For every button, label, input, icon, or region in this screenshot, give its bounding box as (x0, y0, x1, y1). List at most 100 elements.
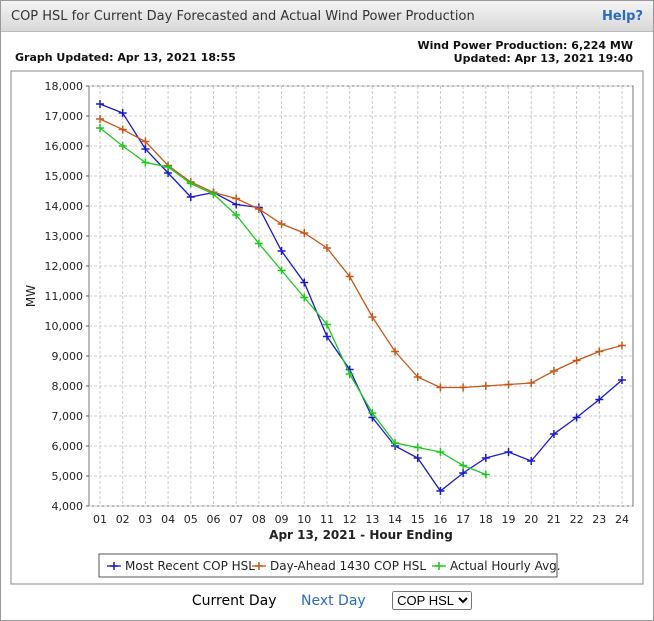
point-marker (459, 383, 468, 392)
y-tick-label: 6,000 (52, 440, 84, 453)
x-tick-label: 12 (343, 513, 357, 526)
x-tick-label: 02 (116, 513, 130, 526)
next-day-link[interactable]: Next Day (300, 593, 366, 609)
point-marker (300, 278, 309, 287)
y-tick-label: 9,000 (52, 350, 84, 363)
point-marker (186, 193, 195, 201)
x-tick-label: 03 (138, 513, 152, 526)
x-tick-label: 22 (570, 513, 584, 526)
x-tick-label: 18 (479, 513, 493, 526)
point-marker (459, 469, 468, 477)
y-tick-label: 18,000 (45, 80, 84, 93)
wind-production: Wind Power Production: 6,224 MW (417, 39, 633, 52)
x-tick-label: 01 (93, 513, 107, 526)
x-tick-label: 13 (365, 513, 379, 526)
point-marker (413, 373, 422, 381)
y-tick-label: 5,000 (52, 470, 84, 483)
point-marker (527, 379, 536, 387)
point-marker (118, 109, 127, 117)
point-marker (595, 347, 604, 356)
point-marker (572, 356, 581, 365)
point-marker (345, 370, 354, 378)
legend-marker (110, 562, 118, 570)
updated: Updated: Apr 13, 2021 19:40 (453, 52, 633, 65)
point-marker (186, 179, 195, 188)
graph-updated: Graph Updated: Apr 13, 2021 18:55 (15, 51, 236, 64)
x-tick-label: 16 (433, 513, 447, 526)
point-marker (436, 383, 445, 392)
y-tick-label: 7,000 (52, 410, 84, 423)
point-marker (141, 158, 150, 167)
x-tick-label: 05 (184, 513, 198, 526)
header-title: COP HSL for Current Day Forecasted and A… (11, 9, 475, 24)
x-tick-label: 20 (524, 513, 538, 526)
point-marker (300, 293, 309, 302)
point-marker (322, 320, 331, 329)
x-tick-label: 07 (229, 513, 243, 526)
legend-marker (255, 562, 263, 570)
x-tick-label: 06 (206, 513, 220, 526)
y-axis-label: MW (24, 285, 38, 307)
point-marker (436, 487, 445, 495)
point-marker (368, 313, 377, 321)
point-marker (232, 211, 241, 219)
point-marker (277, 266, 286, 275)
help-link[interactable]: Help? (602, 9, 643, 24)
point-marker (436, 448, 445, 456)
point-marker (322, 332, 331, 341)
point-marker (391, 439, 400, 447)
point-marker (504, 380, 513, 389)
series-line (99, 118, 623, 389)
x-tick-label: 19 (502, 513, 516, 526)
x-axis-label: Apr 13, 2021 - Hour Ending (269, 528, 453, 542)
header: COP HSL for Current Day Forecasted and A… (1, 1, 653, 32)
point-marker (481, 382, 490, 390)
x-tick-label: 09 (275, 513, 289, 526)
point-marker (118, 142, 127, 150)
legend-label: Day-Ahead 1430 COP HSL (270, 559, 426, 573)
point-marker (391, 347, 400, 356)
point-marker (254, 239, 263, 248)
y-tick-label: 10,000 (45, 320, 84, 333)
y-tick-label: 17,000 (45, 110, 84, 123)
x-tick-label: 23 (592, 513, 606, 526)
point-marker (481, 470, 490, 479)
current-day: Current Day (191, 593, 277, 609)
point-marker (96, 124, 104, 132)
point-marker (481, 454, 490, 462)
point-marker (618, 341, 626, 350)
x-tick-label: 15 (411, 513, 425, 526)
x-tick-label: 08 (252, 513, 266, 526)
point-marker (141, 145, 150, 153)
x-tick-label: 11 (320, 513, 334, 526)
x-tick-label: 17 (456, 513, 470, 526)
point-marker (368, 409, 377, 417)
y-tick-label: 15,000 (45, 170, 84, 183)
point-marker (96, 115, 104, 123)
point-marker (572, 413, 581, 422)
point-marker (209, 190, 218, 198)
point-marker (300, 229, 309, 237)
point-marker (618, 376, 626, 384)
point-marker (232, 194, 241, 203)
y-tick-label: 8,000 (52, 380, 84, 393)
point-marker (413, 443, 422, 452)
point-marker (459, 461, 468, 470)
x-tick-label: 10 (297, 513, 311, 526)
point-marker (504, 448, 513, 456)
series-select[interactable]: COP HSL (392, 591, 473, 610)
point-marker (141, 137, 150, 146)
point-marker (96, 100, 104, 108)
point-marker (277, 247, 286, 255)
y-tick-label: 4,000 (52, 500, 84, 513)
x-tick-label: 21 (547, 513, 561, 526)
point-marker (549, 430, 558, 438)
y-tick-label: 16,000 (45, 140, 84, 153)
point-marker (345, 272, 354, 281)
chart: Apr 13, 2021 - Hour Ending MW 4,000 5,000… (10, 70, 644, 585)
y-tick-label: 14,000 (45, 200, 84, 213)
legend-label: Actual Hourly Avg. (450, 559, 561, 573)
point-marker (595, 395, 604, 404)
point-marker (322, 244, 331, 252)
